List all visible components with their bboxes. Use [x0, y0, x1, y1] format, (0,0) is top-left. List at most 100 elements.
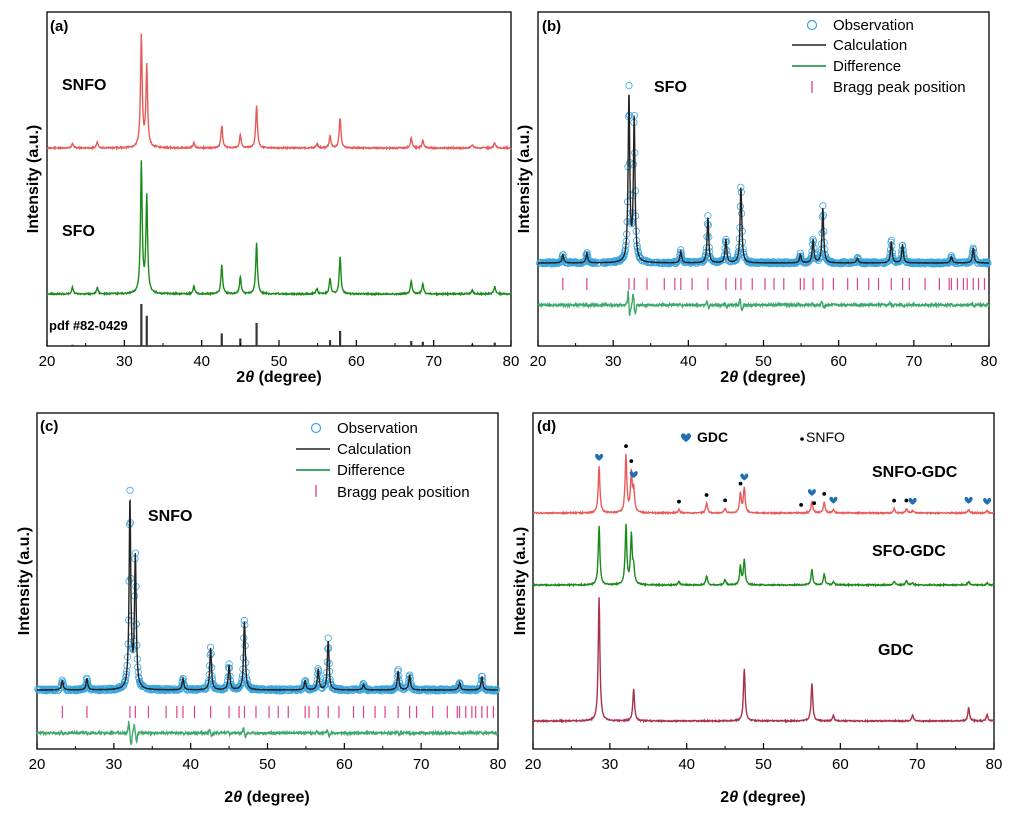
calculation-line: [36, 499, 499, 692]
panel-d: (d) GDC SNFO SNFO-GDC SFO-GDC GDC 20 30 40…: [512, 412, 1003, 806]
x-tick-label: 50: [271, 353, 288, 370]
legend-snfo-marker: [800, 437, 804, 441]
observation-point: [324, 634, 332, 642]
legend-bragg: Bragg peak position: [833, 79, 966, 96]
gdc-peak-marker: [629, 471, 638, 478]
snfo-peak-marker: [812, 501, 817, 505]
series-line-snfo: [46, 33, 512, 151]
gdc-peak-marker: [964, 496, 973, 504]
x-tick-label: 20: [39, 353, 56, 370]
legend-gdc: GDC: [697, 429, 728, 445]
series-line-gdc: [532, 597, 995, 724]
x-tick-label: 30: [105, 756, 122, 773]
snfo-peak-marker: [723, 498, 727, 503]
x-tick-label: 80: [503, 353, 520, 370]
panel-b-ylabel: Intensity (a.u.): [516, 125, 533, 233]
panel-a: (a) SNFO SFO pdf #82-0429 20 30 40 50 60 70 80…: [25, 11, 520, 386]
panel-a-ylabel: Intensity (a.u.): [25, 125, 42, 233]
observation-point: [951, 259, 960, 268]
x-tick-label: 30: [116, 353, 133, 370]
observation-point: [398, 683, 406, 692]
legend-snfo: SNFO: [806, 429, 845, 445]
panel-b-x-axis: 20 30 40 50 60 70 80: [530, 340, 998, 370]
observation-point: [139, 681, 147, 690]
panel-d-series-sfo-gdc-label: SFO-GDC: [872, 543, 946, 560]
x-tick-label: 60: [348, 353, 365, 370]
gdc-peak-marker: [595, 453, 604, 461]
panel-c-x-axis: 20 30 40 50 60 70 80: [29, 743, 507, 773]
legend-bragg: Bragg peak position: [337, 484, 470, 501]
calculation-line: [537, 94, 990, 265]
x-tick-label: 30: [605, 353, 622, 370]
panel-d-ylabel: Intensity (a.u.): [512, 527, 529, 635]
panel-b: (b) SFO Observation Calculation Differen…: [516, 11, 998, 386]
gdc-peak-marker: [740, 473, 749, 481]
x-tick-label: 80: [981, 353, 998, 370]
panel-c-frame: [36, 412, 499, 750]
observation-point: [235, 683, 243, 691]
observation-point: [119, 681, 128, 690]
snfo-peak-marker: [799, 503, 803, 507]
snfo-peak-marker: [904, 498, 909, 503]
observation-point: [491, 687, 500, 695]
legend-calculation: Calculation: [337, 441, 411, 458]
observation-point: [119, 682, 127, 691]
series-line-sfo: [46, 160, 512, 297]
difference-line: [537, 290, 990, 316]
x-tick-label: 80: [986, 756, 1003, 773]
x-tick-label: 60: [830, 353, 847, 370]
panel-c-ylabel: Intensity (a.u.): [16, 527, 33, 635]
legend-difference: Difference: [833, 58, 901, 75]
x-tick-label: 80: [490, 756, 507, 773]
legend-observation: Observation: [337, 420, 418, 437]
x-tick-label: 50: [259, 756, 276, 773]
legend-observation-marker: [310, 422, 322, 434]
legend-observation: Observation: [833, 17, 914, 34]
panel-b-sample-label: SFO: [654, 79, 687, 96]
panel-c-sample-label: SNFO: [148, 508, 192, 525]
panel-c-plot: [34, 486, 501, 745]
observation-point: [202, 684, 211, 692]
observation-point: [126, 486, 134, 494]
panel-c-xlabel: 2θ (degree): [224, 789, 309, 806]
panel-a-xlabel: 2θ (degree): [236, 369, 321, 386]
snfo-peak-marker: [624, 444, 628, 448]
snfo-peak-marker: [892, 498, 896, 503]
panel-a-ref-label: pdf #82-0429: [49, 318, 128, 333]
x-tick-label: 50: [755, 353, 772, 370]
snfo-peak-marker: [629, 459, 634, 463]
panel-a-series-sfo-label: SFO: [62, 223, 95, 240]
legend-gdc-marker: [681, 433, 691, 442]
x-tick-label: 70: [413, 756, 430, 773]
panel-d-series-gdc-label: GDC: [878, 642, 914, 659]
panel-d-plot: [532, 444, 995, 724]
x-tick-label: 40: [680, 353, 697, 370]
snfo-peak-marker: [704, 493, 709, 497]
panel-b-frame: [537, 11, 990, 347]
panel-a-series-snfo-label: SNFO: [62, 77, 106, 94]
x-tick-label: 20: [525, 756, 542, 773]
observation-point: [321, 679, 329, 687]
observation-point: [819, 202, 827, 210]
observation-point: [316, 680, 324, 689]
snfo-peak-marker: [822, 492, 827, 496]
gdc-peak-marker: [807, 489, 816, 496]
gdc-peak-marker: [908, 497, 917, 505]
gdc-peak-marker: [983, 497, 992, 505]
snfo-peak-marker: [677, 499, 681, 504]
snfo-peak-marker: [738, 481, 743, 486]
observation-point: [330, 683, 338, 691]
x-tick-label: 40: [182, 756, 199, 773]
x-tick-label: 40: [193, 353, 210, 370]
panel-a-label: (a): [50, 18, 68, 35]
panel-b-label: (b): [542, 18, 561, 35]
observation-point: [625, 82, 633, 90]
panel-d-x-axis: 20 30 40 50 60 70 80: [525, 743, 1003, 773]
panel-d-label: (d): [537, 418, 556, 435]
series-line-snfo-gdc: [532, 454, 995, 516]
panel-a-x-axis: 20 30 40 50 60 70 80: [39, 340, 520, 370]
x-tick-label: 60: [336, 756, 353, 773]
panel-a-lines: [46, 33, 512, 346]
panel-c-label: (c): [40, 418, 58, 435]
